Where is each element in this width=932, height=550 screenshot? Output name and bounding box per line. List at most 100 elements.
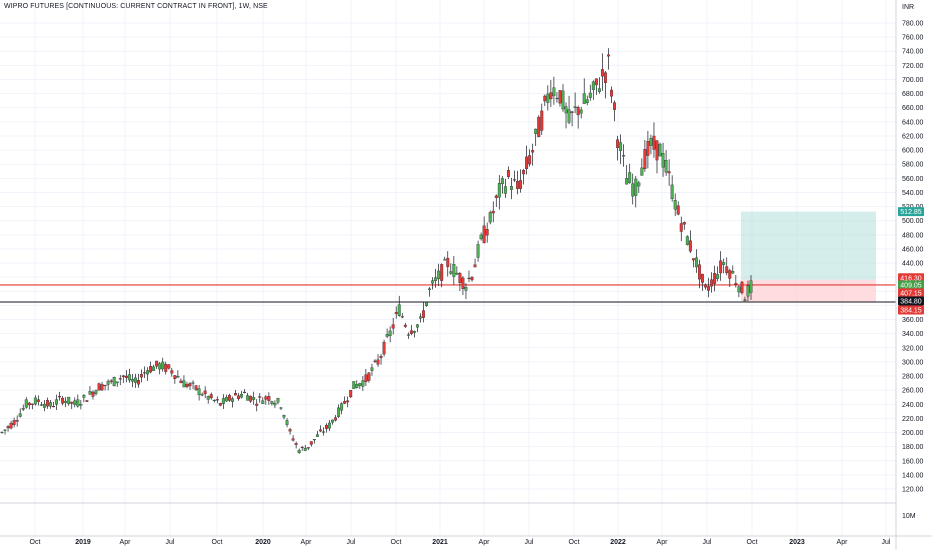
candle[interactable] — [312, 439, 316, 444]
candle[interactable] — [406, 332, 410, 339]
candle[interactable] — [234, 389, 237, 396]
candle[interactable] — [130, 374, 134, 388]
candle[interactable] — [616, 135, 620, 161]
candle[interactable] — [594, 78, 598, 95]
candle[interactable] — [558, 89, 562, 107]
candle[interactable] — [209, 392, 213, 400]
candle[interactable] — [713, 265, 717, 292]
candle[interactable] — [749, 275, 753, 300]
candle[interactable] — [227, 393, 231, 402]
candle[interactable] — [30, 403, 34, 410]
candle[interactable] — [476, 240, 480, 262]
candle[interactable] — [321, 427, 325, 436]
candle[interactable] — [367, 372, 371, 383]
candle[interactable] — [685, 235, 689, 246]
candle[interactable] — [376, 354, 380, 367]
candle[interactable] — [67, 396, 71, 406]
candle[interactable] — [710, 272, 714, 293]
candle[interactable] — [231, 396, 234, 408]
candle[interactable] — [149, 361, 153, 374]
candle[interactable] — [461, 275, 465, 295]
candle[interactable] — [206, 395, 210, 404]
candle[interactable] — [482, 216, 486, 244]
candle[interactable] — [325, 423, 328, 433]
candle[interactable] — [182, 375, 186, 388]
candle[interactable] — [667, 159, 671, 186]
candle[interactable] — [646, 130, 650, 169]
candle[interactable] — [103, 384, 107, 391]
candle[interactable] — [334, 414, 338, 422]
candle[interactable] — [137, 373, 140, 388]
candle[interactable] — [455, 266, 459, 276]
stop-zone[interactable] — [741, 279, 876, 303]
candle[interactable] — [597, 77, 601, 94]
candle[interactable] — [519, 169, 522, 193]
candlesticks[interactable] — [0, 48, 753, 454]
candle[interactable] — [373, 359, 377, 363]
candle[interactable] — [385, 328, 389, 339]
candle[interactable] — [33, 395, 37, 406]
candle[interactable] — [491, 201, 495, 223]
candle[interactable] — [143, 366, 146, 379]
candle[interactable] — [449, 263, 453, 275]
candle[interactable] — [243, 389, 247, 394]
candle[interactable] — [479, 232, 483, 241]
candle[interactable] — [197, 384, 201, 401]
candle[interactable] — [494, 194, 498, 208]
candle[interactable] — [591, 80, 595, 100]
candle[interactable] — [661, 142, 665, 177]
candle[interactable] — [588, 84, 592, 101]
candle[interactable] — [331, 419, 334, 425]
candle[interactable] — [152, 364, 156, 371]
candle[interactable] — [173, 375, 177, 384]
candle[interactable] — [279, 406, 283, 411]
candle[interactable] — [664, 150, 668, 176]
candle[interactable] — [443, 256, 447, 261]
candle[interactable] — [676, 201, 680, 216]
candle[interactable] — [704, 283, 707, 290]
candle[interactable] — [200, 392, 204, 397]
candle[interactable] — [503, 178, 507, 198]
candle[interactable] — [273, 400, 277, 409]
candle[interactable] — [224, 394, 228, 402]
candle[interactable] — [625, 165, 629, 185]
candle[interactable] — [388, 326, 392, 343]
candle[interactable] — [85, 400, 89, 402]
candle[interactable] — [340, 402, 344, 415]
candle[interactable] — [679, 216, 683, 242]
candle[interactable] — [291, 435, 295, 442]
candle[interactable] — [634, 175, 638, 208]
candle[interactable] — [513, 170, 516, 182]
candle[interactable] — [567, 95, 571, 125]
candle[interactable] — [734, 274, 738, 288]
candle[interactable] — [467, 270, 471, 283]
candle[interactable] — [24, 397, 28, 409]
candle[interactable] — [252, 391, 256, 405]
candle[interactable] — [631, 173, 635, 205]
candle[interactable] — [649, 134, 653, 155]
candle[interactable] — [76, 394, 80, 408]
candle[interactable] — [70, 401, 74, 410]
candle[interactable] — [701, 273, 704, 291]
candle[interactable] — [628, 163, 632, 184]
candle[interactable] — [176, 370, 180, 378]
candle[interactable] — [543, 94, 547, 107]
candle[interactable] — [352, 381, 356, 389]
candle[interactable] — [670, 175, 674, 202]
candle[interactable] — [740, 280, 744, 295]
candle[interactable] — [112, 376, 116, 387]
candle[interactable] — [6, 425, 10, 432]
candle[interactable] — [276, 397, 280, 405]
candle[interactable] — [258, 393, 262, 403]
candle[interactable] — [452, 256, 456, 285]
candle[interactable] — [552, 76, 556, 105]
candle[interactable] — [673, 193, 677, 217]
candle[interactable] — [603, 70, 607, 99]
candle[interactable] — [579, 106, 583, 119]
candle[interactable] — [161, 357, 165, 372]
time-axis[interactable]: Oct 2019 Apr Jul Oct 2020 Apr Jul Oct 2021 Apr Jul O… — [0, 535, 932, 546]
candle[interactable] — [349, 390, 353, 399]
candle[interactable] — [516, 170, 519, 195]
candle[interactable] — [249, 395, 253, 403]
candle[interactable] — [100, 381, 104, 391]
